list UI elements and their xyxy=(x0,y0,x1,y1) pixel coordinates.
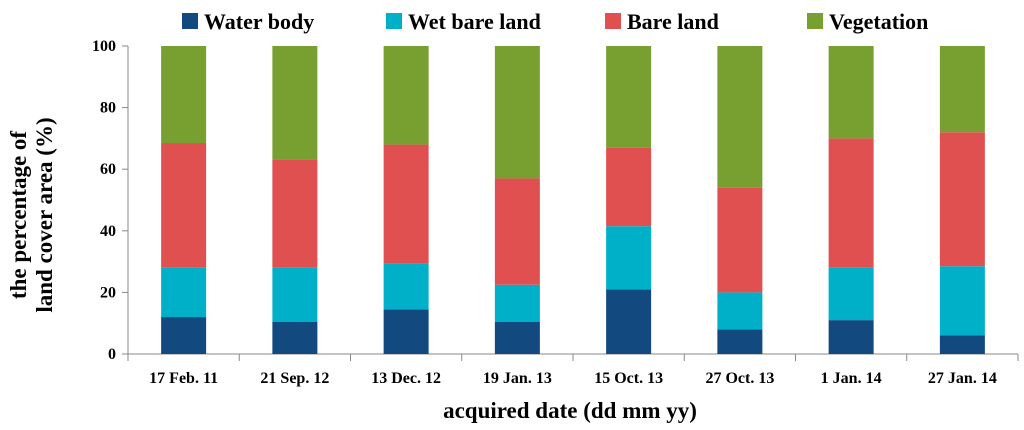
bar-wet-bare-land-7 xyxy=(939,266,985,336)
x-tick-label: 27 Oct. 13 xyxy=(705,370,774,387)
x-tick-label: 15 Oct. 13 xyxy=(594,370,663,387)
bar-water-body-3 xyxy=(494,321,540,354)
y-tick-label: 40 xyxy=(100,223,116,240)
y-tick-label: 80 xyxy=(100,100,116,117)
bar-wet-bare-land-1 xyxy=(272,267,318,322)
legend-label: Bare land xyxy=(627,9,719,34)
bar-wet-bare-land-4 xyxy=(606,226,652,290)
bar-bare-land-5 xyxy=(717,187,763,293)
bar-wet-bare-land-6 xyxy=(828,267,874,321)
bar-bare-land-6 xyxy=(828,138,874,268)
bar-water-body-7 xyxy=(939,335,985,354)
bar-vegetation-1 xyxy=(272,46,318,160)
y-axis-label-line-1: the percentage of xyxy=(6,131,31,300)
bar-vegetation-3 xyxy=(494,46,540,179)
x-tick-label: 19 Jan. 13 xyxy=(483,370,552,387)
bar-bare-land-1 xyxy=(272,159,318,268)
bars xyxy=(161,46,985,354)
bar-water-body-4 xyxy=(606,289,652,354)
bar-wet-bare-land-0 xyxy=(161,267,207,318)
bar-water-body-1 xyxy=(272,321,318,354)
y-tick-label: 0 xyxy=(108,346,116,363)
bar-water-body-5 xyxy=(717,329,763,354)
bar-wet-bare-land-3 xyxy=(494,284,540,322)
x-tick-label: 21 Sep. 12 xyxy=(260,370,329,387)
legend-label: Water body xyxy=(204,9,314,34)
x-tick-label: 13 Dec. 12 xyxy=(371,370,441,387)
bar-bare-land-4 xyxy=(606,147,652,227)
x-tick-label: 27 Jan. 14 xyxy=(928,370,997,387)
bar-wet-bare-land-2 xyxy=(383,263,429,310)
y-tick-label: 100 xyxy=(92,38,116,55)
x-axis-label: acquired date (dd mm yy) xyxy=(443,398,697,423)
x-tick-label: 17 Feb. 11 xyxy=(149,370,218,387)
bar-water-body-0 xyxy=(161,317,207,354)
bar-water-body-2 xyxy=(383,309,429,354)
legend-label: Vegetation xyxy=(829,9,928,34)
legend-swatch-wet-bare-land xyxy=(386,13,402,29)
bar-vegetation-2 xyxy=(383,46,429,145)
bar-bare-land-3 xyxy=(494,178,540,285)
legend-swatch-bare-land xyxy=(605,13,621,29)
bar-bare-land-7 xyxy=(939,132,985,267)
legend-swatch-vegetation xyxy=(807,13,823,29)
legend-swatch-water-body xyxy=(182,13,198,29)
bar-bare-land-2 xyxy=(383,144,429,264)
bar-water-body-6 xyxy=(828,320,874,354)
bar-vegetation-6 xyxy=(828,46,874,139)
y-tick-label: 20 xyxy=(100,284,116,301)
bar-vegetation-5 xyxy=(717,46,763,188)
legend: Water body Wet bare land Bare land Vegetati… xyxy=(182,9,928,34)
axes: 0 20 40 60 80 100 17 Feb. 11 21 Sep. 12 13 Dec. … xyxy=(92,38,1019,387)
bar-vegetation-7 xyxy=(939,46,985,133)
bar-wet-bare-land-5 xyxy=(717,292,763,330)
bar-bare-land-0 xyxy=(161,143,207,268)
y-axis-label-line-2: land cover area (%) xyxy=(32,117,57,312)
bar-vegetation-0 xyxy=(161,46,207,144)
x-tick-label: 1 Jan. 14 xyxy=(821,370,882,387)
y-tick-label: 60 xyxy=(100,161,116,178)
bar-vegetation-4 xyxy=(606,46,652,148)
legend-label: Wet bare land xyxy=(408,9,541,34)
